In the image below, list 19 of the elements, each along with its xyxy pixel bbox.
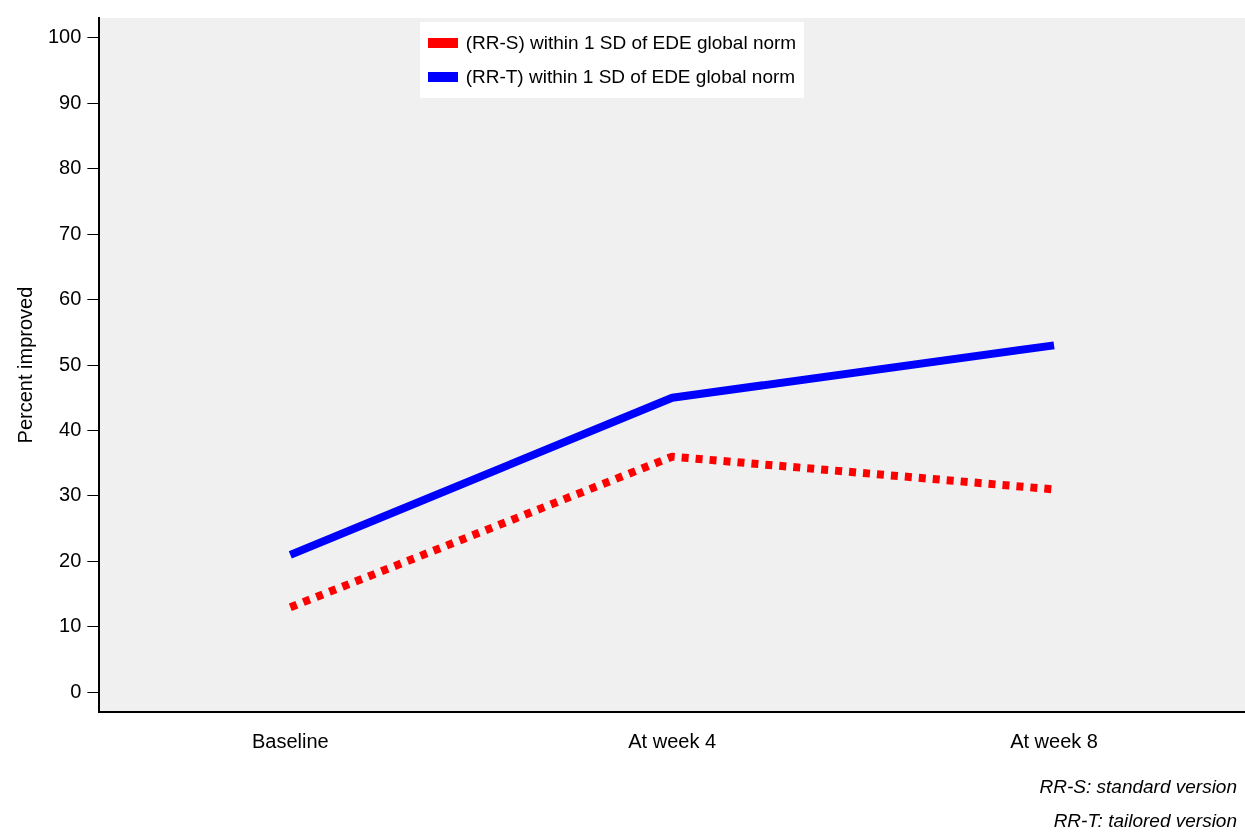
x-tick-label: At week 8 bbox=[1010, 729, 1098, 752]
y-tick-label: 50 bbox=[59, 352, 82, 375]
legend-label: (RR-S) within 1 SD of EDE global norm bbox=[465, 32, 797, 54]
y-tick-label: 40 bbox=[59, 417, 82, 440]
y-tick-label: 100 bbox=[47, 25, 82, 48]
y-tick-label: 60 bbox=[59, 287, 82, 310]
y-tick-label: 30 bbox=[59, 483, 82, 506]
y-tick-label: 70 bbox=[59, 221, 82, 244]
text: RR-S: standard version bbox=[1039, 775, 1237, 799]
y-tick-label: 10 bbox=[59, 614, 82, 637]
y-axis-title: Percent improved bbox=[13, 286, 36, 444]
y-tick-label: 80 bbox=[59, 156, 82, 179]
y-tick-label: 0 bbox=[70, 679, 82, 702]
text: RR-T: tailored version bbox=[1052, 809, 1237, 832]
x-tick-label: At week 4 bbox=[628, 729, 717, 752]
y-tick-label: 90 bbox=[59, 90, 82, 113]
y-tick-label: 20 bbox=[59, 548, 82, 571]
x-tick-label: Baseline bbox=[251, 729, 329, 752]
legend-label: (RR-T) within 1 SD of EDE global norm bbox=[465, 66, 796, 88]
